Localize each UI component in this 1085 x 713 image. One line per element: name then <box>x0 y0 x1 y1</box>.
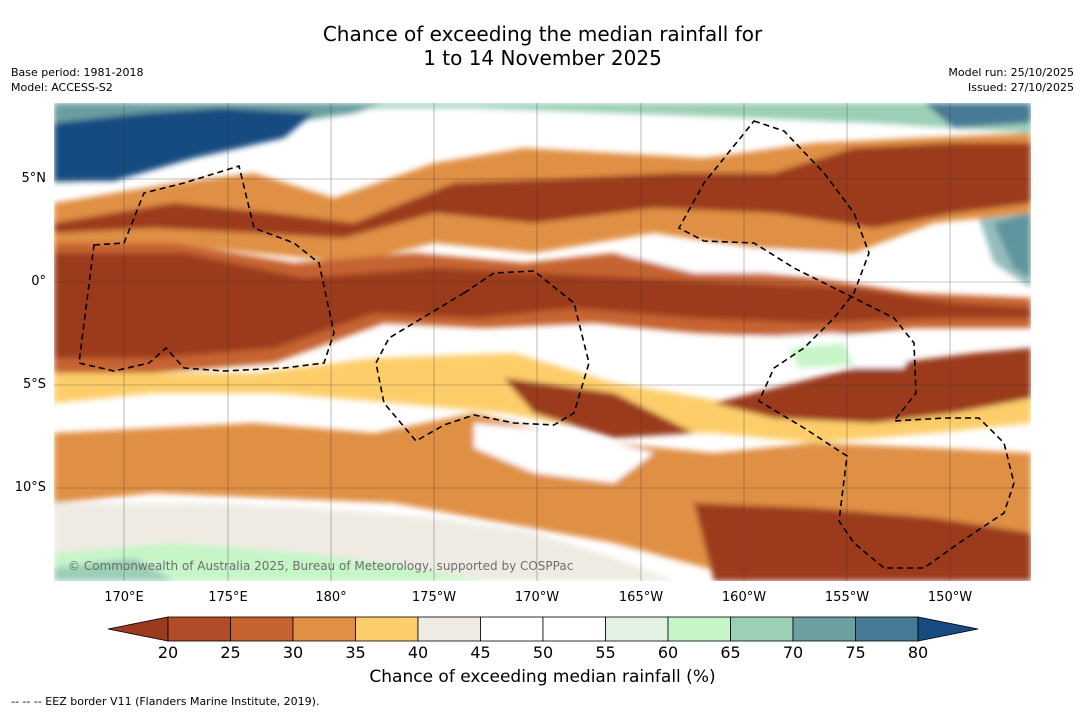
lat-label-10s: 10°S <box>14 480 46 495</box>
title-line-1: Chance of exceeding the median rainfall … <box>322 22 763 46</box>
meta-left: Base period: 1981-2018 Model: ACCESS-S2 <box>11 65 143 95</box>
colorbar-label-25: 25 <box>220 643 241 662</box>
colorbar-label-30: 30 <box>282 643 304 662</box>
copyright-text: © Commonwealth of Australia 2025, Bureau… <box>68 559 573 573</box>
colorbar-label-60: 60 <box>657 643 679 662</box>
colorbar-segment-40-45 <box>417 616 481 642</box>
base-period: Base period: 1981-2018 <box>11 66 144 79</box>
colorbar-segment-30-35 <box>292 616 356 642</box>
eez-legend: -- -- -- EEZ border V11 (Flanders Marine… <box>11 695 320 708</box>
colorbar-segment-50-55 <box>542 616 606 642</box>
eez-borders <box>78 120 1015 569</box>
colorbar-label-75: 75 <box>845 643 866 662</box>
colorbar <box>107 616 979 642</box>
colorbar-extend-high <box>917 616 979 642</box>
lon-label-175w: 175°W <box>411 590 457 605</box>
graticule <box>54 103 1031 581</box>
colorbar-segment-35-40 <box>355 616 419 642</box>
colorbar-segment-20-25 <box>167 616 231 642</box>
eez-kiribati-gilbert <box>78 164 335 372</box>
colorbar-label-65: 65 <box>720 643 741 662</box>
rainfall-map: © Commonwealth of Australia 2025, Bureau… <box>54 103 1031 581</box>
lon-label-175e: 175°E <box>208 590 248 605</box>
lat-label-5s: 5°S <box>22 377 46 392</box>
colorbar-label-55: 55 <box>595 643 616 662</box>
colorbar-segment-65-70 <box>730 616 794 642</box>
eez-kiribati-phoenix <box>375 270 590 443</box>
meta-right: Model run: 25/10/2025 Issued: 27/10/2025 <box>948 65 1074 95</box>
model-name: Model: ACCESS-S2 <box>11 81 113 94</box>
colorbar-label-20: 20 <box>157 643 179 662</box>
colorbar-extend-low <box>107 616 169 642</box>
colorbar-label-35: 35 <box>345 643 366 662</box>
colorbar-segment-75-80 <box>855 616 919 642</box>
lon-label-150w: 150°W <box>927 590 973 605</box>
rainfall-field <box>54 103 1031 581</box>
issued-date: Issued: 27/10/2025 <box>967 81 1074 94</box>
colorbar-label-40: 40 <box>407 643 429 662</box>
colorbar-label-80: 80 <box>907 643 929 662</box>
title-line-2: 1 to 14 November 2025 <box>423 46 662 70</box>
lon-label-170w: 170°W <box>514 590 560 605</box>
map-title: Chance of exceeding the median rainfall … <box>0 22 1085 70</box>
lat-label-0: 0° <box>31 274 46 289</box>
lon-label-170e: 170°E <box>104 590 144 605</box>
colorbar-label-45: 45 <box>470 643 491 662</box>
model-run: Model run: 25/10/2025 <box>948 66 1074 79</box>
lon-label-165w: 165°W <box>618 590 664 605</box>
colorbar-segment-60-65 <box>667 616 731 642</box>
colorbar-title: Chance of exceeding median rainfall (%) <box>369 667 716 687</box>
lon-label-155w: 155°W <box>824 590 870 605</box>
eez-kiribati-line <box>677 120 1015 569</box>
colorbar-label-70: 70 <box>782 643 804 662</box>
colorbar-segment-70-75 <box>792 616 856 642</box>
lon-label-180: 180° <box>315 590 347 605</box>
colorbar-segment-55-60 <box>605 616 669 642</box>
colorbar-label-50: 50 <box>532 643 554 662</box>
colorbar-segment-45-50 <box>480 616 544 642</box>
lat-label-5n: 5°N <box>21 171 47 186</box>
colorbar-segment-25-30 <box>230 616 294 642</box>
lon-label-160w: 160°W <box>721 590 767 605</box>
